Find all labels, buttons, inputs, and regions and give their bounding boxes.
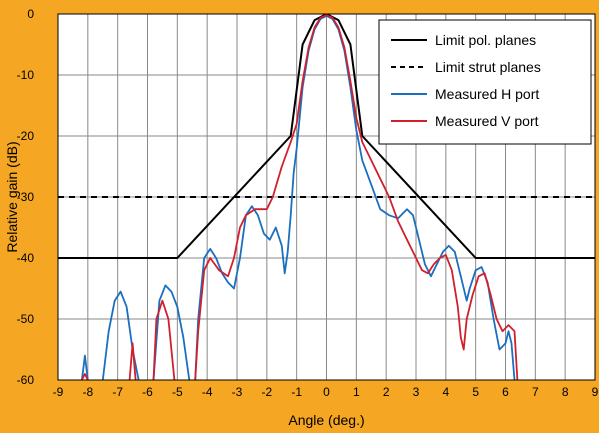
y-tick-label: -10 (17, 68, 35, 82)
series-line-0 (58, 14, 595, 259)
x-tick-label: 3 (413, 385, 420, 399)
x-tick-label: -2 (261, 385, 272, 399)
x-tick-label: -6 (142, 385, 153, 399)
x-tick-label: -1 (291, 385, 302, 399)
x-tick-label: 1 (353, 385, 360, 399)
y-tick-label: -50 (17, 312, 35, 326)
plot-border (57, 13, 596, 381)
series-line-2-seg-0 (81, 354, 89, 380)
x-tick-label: 4 (442, 385, 449, 399)
x-tick-label: -9 (53, 385, 64, 399)
y-tick-label: -20 (17, 129, 35, 143)
x-tick-label: -5 (172, 385, 183, 399)
series-line-3-seg-2 (152, 299, 176, 380)
legend-entry: Measured H port (435, 86, 539, 102)
legend: Limit pol. planes Limit strut planes Measu… (378, 19, 592, 145)
y-tick-label: -30 (17, 190, 35, 204)
x-tick-labels: -9 -8 -7 -6 -5 -4 -3 -2 -1 0 1 2 3 4 5 6 7 8 9 (53, 385, 599, 399)
series-line-3-seg-3 (194, 14, 519, 380)
series-line-3-seg-1 (128, 342, 137, 380)
x-tick-label: 0 (323, 385, 330, 399)
x-tick-label: -3 (232, 385, 243, 399)
y-axis-label: Relative gain (dB) (4, 141, 20, 252)
legend-entry: Measured V port (435, 113, 539, 129)
x-tick-label: 9 (592, 385, 599, 399)
x-tick-label: -8 (82, 385, 93, 399)
y-tick-label: -40 (17, 251, 35, 265)
legend-entry: Limit strut planes (435, 59, 541, 75)
y-tick-label: 0 (27, 7, 34, 21)
legend-entry: Limit pol. planes (435, 32, 536, 48)
y-tick-labels: 0 -10 -20 -30 -40 -50 -60 (17, 7, 35, 387)
y-tick-label: -60 (17, 373, 35, 387)
x-tick-label: 8 (562, 385, 569, 399)
x-tick-label: 7 (532, 385, 539, 399)
series-line-3-seg-0 (81, 373, 89, 380)
x-tick-label: 5 (472, 385, 479, 399)
x-tick-label: -4 (202, 385, 213, 399)
x-tick-label: 6 (502, 385, 509, 399)
x-axis-label: Angle (deg.) (288, 412, 364, 428)
series-line-2-seg-2 (152, 284, 191, 380)
x-tick-label: -7 (112, 385, 123, 399)
x-tick-label: 2 (383, 385, 390, 399)
series-layer (58, 14, 595, 380)
